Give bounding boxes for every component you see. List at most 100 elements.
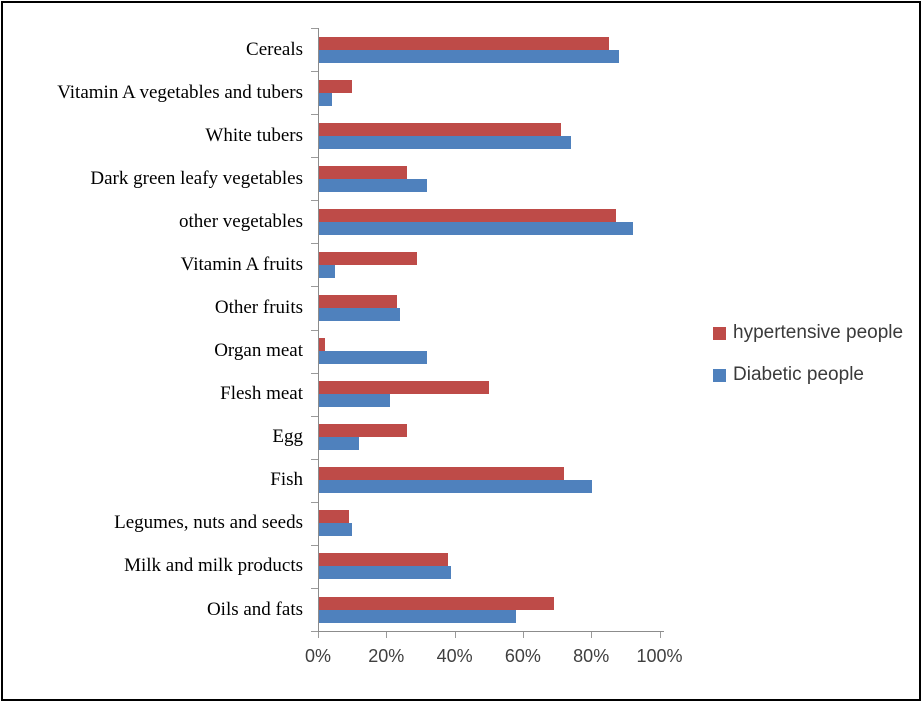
bar-diabetic bbox=[318, 480, 592, 494]
bar-diabetic bbox=[318, 308, 401, 321]
bar-group bbox=[318, 424, 660, 451]
y-axis-tick bbox=[311, 71, 318, 73]
bar-diabetic bbox=[318, 49, 619, 63]
bar-diabetic bbox=[318, 437, 360, 451]
bar-group bbox=[318, 208, 660, 235]
category-label: Oils and fats bbox=[206, 598, 303, 620]
category-row: Oils and fats bbox=[3, 588, 660, 631]
bar-diabetic bbox=[318, 92, 332, 106]
y-axis-tick bbox=[311, 501, 318, 503]
bar-group bbox=[318, 467, 660, 494]
category-label: Cereals bbox=[246, 38, 303, 60]
bar-group bbox=[318, 251, 660, 278]
y-axis-tick bbox=[311, 415, 318, 417]
category-label: White tubers bbox=[205, 124, 303, 146]
bar-hypertensive bbox=[318, 79, 353, 93]
category-row: Vitamin A vegetables and tubers bbox=[3, 71, 660, 114]
bar-group bbox=[318, 122, 660, 149]
bar-diabetic bbox=[318, 221, 633, 235]
legend-item-diabetic: Diabetic people bbox=[713, 364, 903, 386]
category-label: other vegetables bbox=[179, 210, 303, 232]
x-axis-tick-label: 0% bbox=[304, 646, 331, 666]
legend-swatch-diabetic-icon bbox=[713, 368, 726, 382]
category-label: Fish bbox=[270, 469, 303, 491]
bar-diabetic bbox=[318, 566, 452, 580]
x-axis-tick bbox=[659, 632, 661, 638]
y-axis-tick bbox=[311, 200, 318, 202]
plot-area: Cereals Vitamin A vegetables and tubers Wh… bbox=[3, 28, 660, 631]
y-axis-tick bbox=[311, 28, 318, 29]
bar-diabetic bbox=[318, 351, 428, 365]
bar-hypertensive bbox=[318, 553, 448, 567]
y-axis-tick bbox=[311, 544, 318, 546]
category-row: Organ meat bbox=[3, 330, 660, 373]
bar-diabetic bbox=[318, 264, 336, 278]
x-axis-tick bbox=[454, 632, 456, 638]
category-label: Organ meat bbox=[214, 340, 303, 362]
y-axis-tick bbox=[311, 631, 318, 632]
category-label: Flesh meat bbox=[220, 383, 303, 405]
x-axis-tick-label: 20% bbox=[368, 646, 405, 666]
bar-hypertensive bbox=[318, 596, 554, 610]
y-axis-tick bbox=[311, 587, 318, 589]
bar-hypertensive bbox=[318, 251, 418, 265]
category-row: Flesh meat bbox=[3, 373, 660, 416]
x-axis-tick bbox=[591, 632, 593, 638]
bar-diabetic bbox=[318, 135, 572, 149]
bar-group bbox=[318, 79, 660, 106]
bar-hypertensive bbox=[318, 208, 616, 222]
bar-group bbox=[318, 295, 660, 321]
bar-hypertensive bbox=[318, 424, 407, 438]
category-label: Vitamin A vegetables and tubers bbox=[57, 81, 303, 103]
x-axis-tick-label: 100% bbox=[636, 646, 683, 666]
legend-item-hypertensive: hypertensive people bbox=[713, 322, 903, 344]
category-label: Dark green leafy vegetables bbox=[90, 167, 303, 189]
bar-hypertensive bbox=[318, 165, 407, 179]
bar-hypertensive bbox=[318, 122, 561, 136]
category-row: Legumes, nuts and seeds bbox=[3, 502, 660, 545]
category-row: Vitamin A fruits bbox=[3, 243, 660, 286]
x-axis-tick-label: 40% bbox=[436, 646, 473, 666]
category-row: Fish bbox=[3, 459, 660, 502]
x-axis-tick-label: 80% bbox=[573, 646, 610, 666]
bar-hypertensive bbox=[318, 36, 609, 50]
category-label: Milk and milk products bbox=[124, 555, 303, 577]
category-row: Milk and milk products bbox=[3, 545, 660, 588]
y-axis-tick bbox=[311, 286, 318, 288]
bar-group bbox=[318, 165, 660, 192]
bar-group bbox=[318, 553, 660, 580]
category-row: Cereals bbox=[3, 28, 660, 71]
category-row: Dark green leafy vegetables bbox=[3, 157, 660, 200]
bar-hypertensive bbox=[318, 381, 489, 395]
y-axis-tick bbox=[311, 114, 318, 116]
y-axis-line bbox=[318, 28, 319, 632]
legend: hypertensive people Diabetic people bbox=[713, 322, 903, 406]
category-label: Other fruits bbox=[214, 297, 303, 318]
bar-group bbox=[318, 381, 660, 408]
bar-diabetic bbox=[318, 609, 517, 623]
legend-swatch-hypertensive-icon bbox=[713, 326, 726, 340]
y-axis-tick bbox=[311, 458, 318, 460]
category-label: Vitamin A fruits bbox=[180, 253, 303, 275]
bar-diabetic bbox=[318, 178, 428, 192]
category-label: Egg bbox=[272, 426, 303, 448]
y-axis-tick bbox=[311, 157, 318, 159]
bar-diabetic bbox=[318, 394, 390, 408]
legend-label-diabetic: Diabetic people bbox=[733, 364, 864, 385]
y-axis-tick bbox=[311, 372, 318, 374]
category-row: Egg bbox=[3, 416, 660, 459]
legend-label-hypertensive: hypertensive people bbox=[733, 322, 904, 343]
bar-group bbox=[318, 36, 660, 63]
y-axis-tick bbox=[311, 243, 318, 245]
bar-diabetic bbox=[318, 523, 353, 537]
x-axis-tick bbox=[522, 632, 524, 638]
bar-group bbox=[318, 338, 660, 365]
category-row: other vegetables bbox=[3, 200, 660, 243]
x-axis-tick-label: 60% bbox=[504, 646, 541, 666]
category-label: Legumes, nuts and seeds bbox=[114, 512, 303, 534]
category-row: Other fruits bbox=[3, 286, 660, 329]
bar-hypertensive bbox=[318, 467, 565, 481]
bar-group bbox=[318, 510, 660, 537]
x-axis-tick bbox=[386, 632, 388, 638]
